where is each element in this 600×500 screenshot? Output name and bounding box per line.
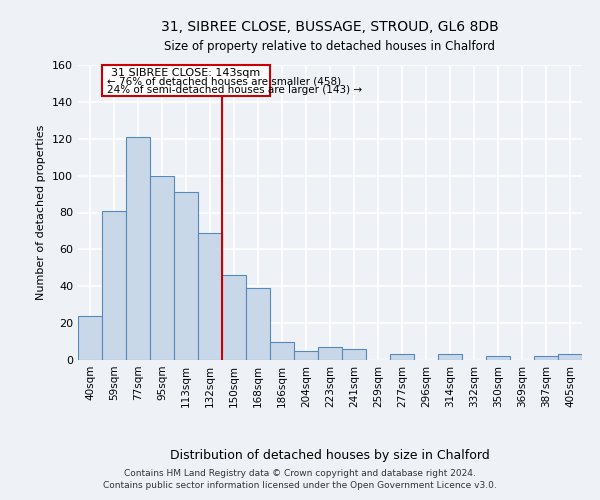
Bar	[270, 342, 294, 360]
Bar	[126, 137, 150, 360]
Bar	[438, 354, 462, 360]
Bar	[222, 275, 246, 360]
Text: 31 SIBREE CLOSE: 143sqm: 31 SIBREE CLOSE: 143sqm	[112, 68, 260, 78]
Bar	[534, 356, 558, 360]
Bar	[486, 356, 510, 360]
Text: 31, SIBREE CLOSE, BUSSAGE, STROUD, GL6 8DB: 31, SIBREE CLOSE, BUSSAGE, STROUD, GL6 8…	[161, 20, 499, 34]
X-axis label: Distribution of detached houses by size in Chalford: Distribution of detached houses by size …	[170, 448, 490, 462]
Text: Size of property relative to detached houses in Chalford: Size of property relative to detached ho…	[164, 40, 496, 53]
Bar	[342, 349, 366, 360]
Y-axis label: Number of detached properties: Number of detached properties	[37, 125, 46, 300]
Text: Contains HM Land Registry data © Crown copyright and database right 2024.: Contains HM Land Registry data © Crown c…	[124, 468, 476, 477]
Bar	[198, 233, 222, 360]
Bar	[78, 316, 102, 360]
Bar	[102, 210, 126, 360]
Bar	[246, 288, 270, 360]
Bar	[294, 351, 318, 360]
Bar	[558, 354, 582, 360]
Text: Contains public sector information licensed under the Open Government Licence v3: Contains public sector information licen…	[103, 481, 497, 490]
Bar	[390, 354, 414, 360]
Bar	[318, 347, 342, 360]
FancyBboxPatch shape	[102, 65, 270, 96]
Bar	[150, 176, 174, 360]
Text: ← 76% of detached houses are smaller (458): ← 76% of detached houses are smaller (45…	[107, 76, 341, 86]
Bar	[174, 192, 198, 360]
Text: 24% of semi-detached houses are larger (143) →: 24% of semi-detached houses are larger (…	[107, 86, 362, 96]
